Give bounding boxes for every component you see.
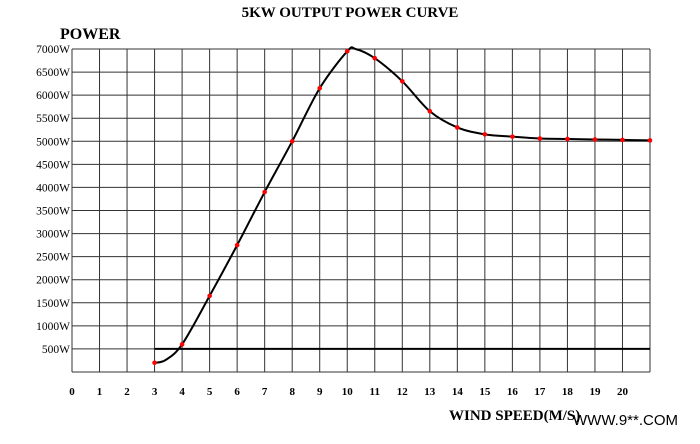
y-tick-label: 6500W (36, 67, 70, 79)
data-point (179, 342, 185, 347)
y-tick-label: 2500W (36, 252, 70, 264)
x-tick-label: 9 (317, 386, 323, 398)
x-tick-labels: 0 1 2 3 4 5 6 7 8 9 10 11 12 13 14 15 16 17 18 19 20 (69, 386, 628, 398)
x-tick-label: 17 (534, 386, 546, 398)
data-point (647, 138, 653, 143)
y-tick-label: 1000W (36, 321, 70, 333)
y-tick-label: 2000W (36, 275, 70, 287)
y-tick-label: 500W (42, 344, 70, 356)
data-point (317, 85, 323, 91)
data-point (455, 125, 460, 130)
data-point (399, 79, 405, 84)
data-point (152, 360, 157, 366)
y-tick-label: 6000W (36, 90, 70, 102)
y-tick-labels: 500W 1000W 1500W 2000W 2500W 3000W 3500W 4000W 4… (36, 44, 70, 356)
data-point (262, 189, 267, 195)
chart-title: 5KW OUTPUT POWER CURVE (242, 5, 459, 21)
y-tick-label: 1500W (36, 298, 70, 310)
y-tick-label: 7000W (36, 44, 70, 56)
x-tick-label: 19 (589, 386, 601, 398)
watermark-text: WWW.9**.COM (573, 412, 678, 429)
data-point (482, 132, 488, 137)
x-axis-label: WIND SPEED(M/S) (449, 408, 580, 424)
x-tick-label: 18 (562, 386, 574, 398)
x-tick-label: 6 (234, 386, 240, 398)
x-tick-label: 5 (207, 386, 213, 398)
data-point (537, 136, 543, 141)
data-point (234, 242, 240, 248)
y-tick-label: 3500W (36, 206, 70, 218)
x-tick-label: 11 (370, 386, 380, 398)
data-point (372, 55, 378, 61)
x-tick-label: 8 (289, 386, 295, 398)
x-tick-label: 20 (617, 386, 629, 398)
y-tick-label: 5500W (36, 113, 70, 125)
data-point (510, 134, 515, 139)
y-tick-label: 5000W (36, 136, 70, 148)
y-tick-label: 4000W (36, 182, 70, 194)
x-tick-label: 10 (342, 386, 354, 398)
data-point (620, 137, 625, 143)
x-tick-label: 1 (97, 386, 103, 398)
data-point (344, 49, 350, 54)
x-tick-label: 3 (152, 386, 158, 398)
points-group (152, 49, 653, 366)
y-tick-label: 4500W (36, 159, 70, 171)
y-tick-label: 3000W (36, 229, 70, 241)
x-tick-label: 16 (507, 386, 519, 398)
data-point (592, 137, 598, 142)
data-point (207, 293, 212, 299)
grid (71, 48, 651, 373)
y-axis-label: POWER (60, 26, 121, 43)
x-tick-label: 2 (124, 386, 130, 398)
data-point (289, 138, 295, 144)
x-tick-label: 14 (452, 386, 464, 398)
x-tick-label: 12 (397, 386, 409, 398)
x-tick-label: 0 (69, 386, 75, 398)
data-point (565, 136, 570, 142)
x-tick-label: 7 (262, 386, 268, 398)
x-tick-label: 15 (479, 386, 491, 398)
x-tick-label: 13 (424, 386, 436, 398)
x-tick-label: 4 (179, 386, 185, 398)
data-point (427, 108, 433, 114)
